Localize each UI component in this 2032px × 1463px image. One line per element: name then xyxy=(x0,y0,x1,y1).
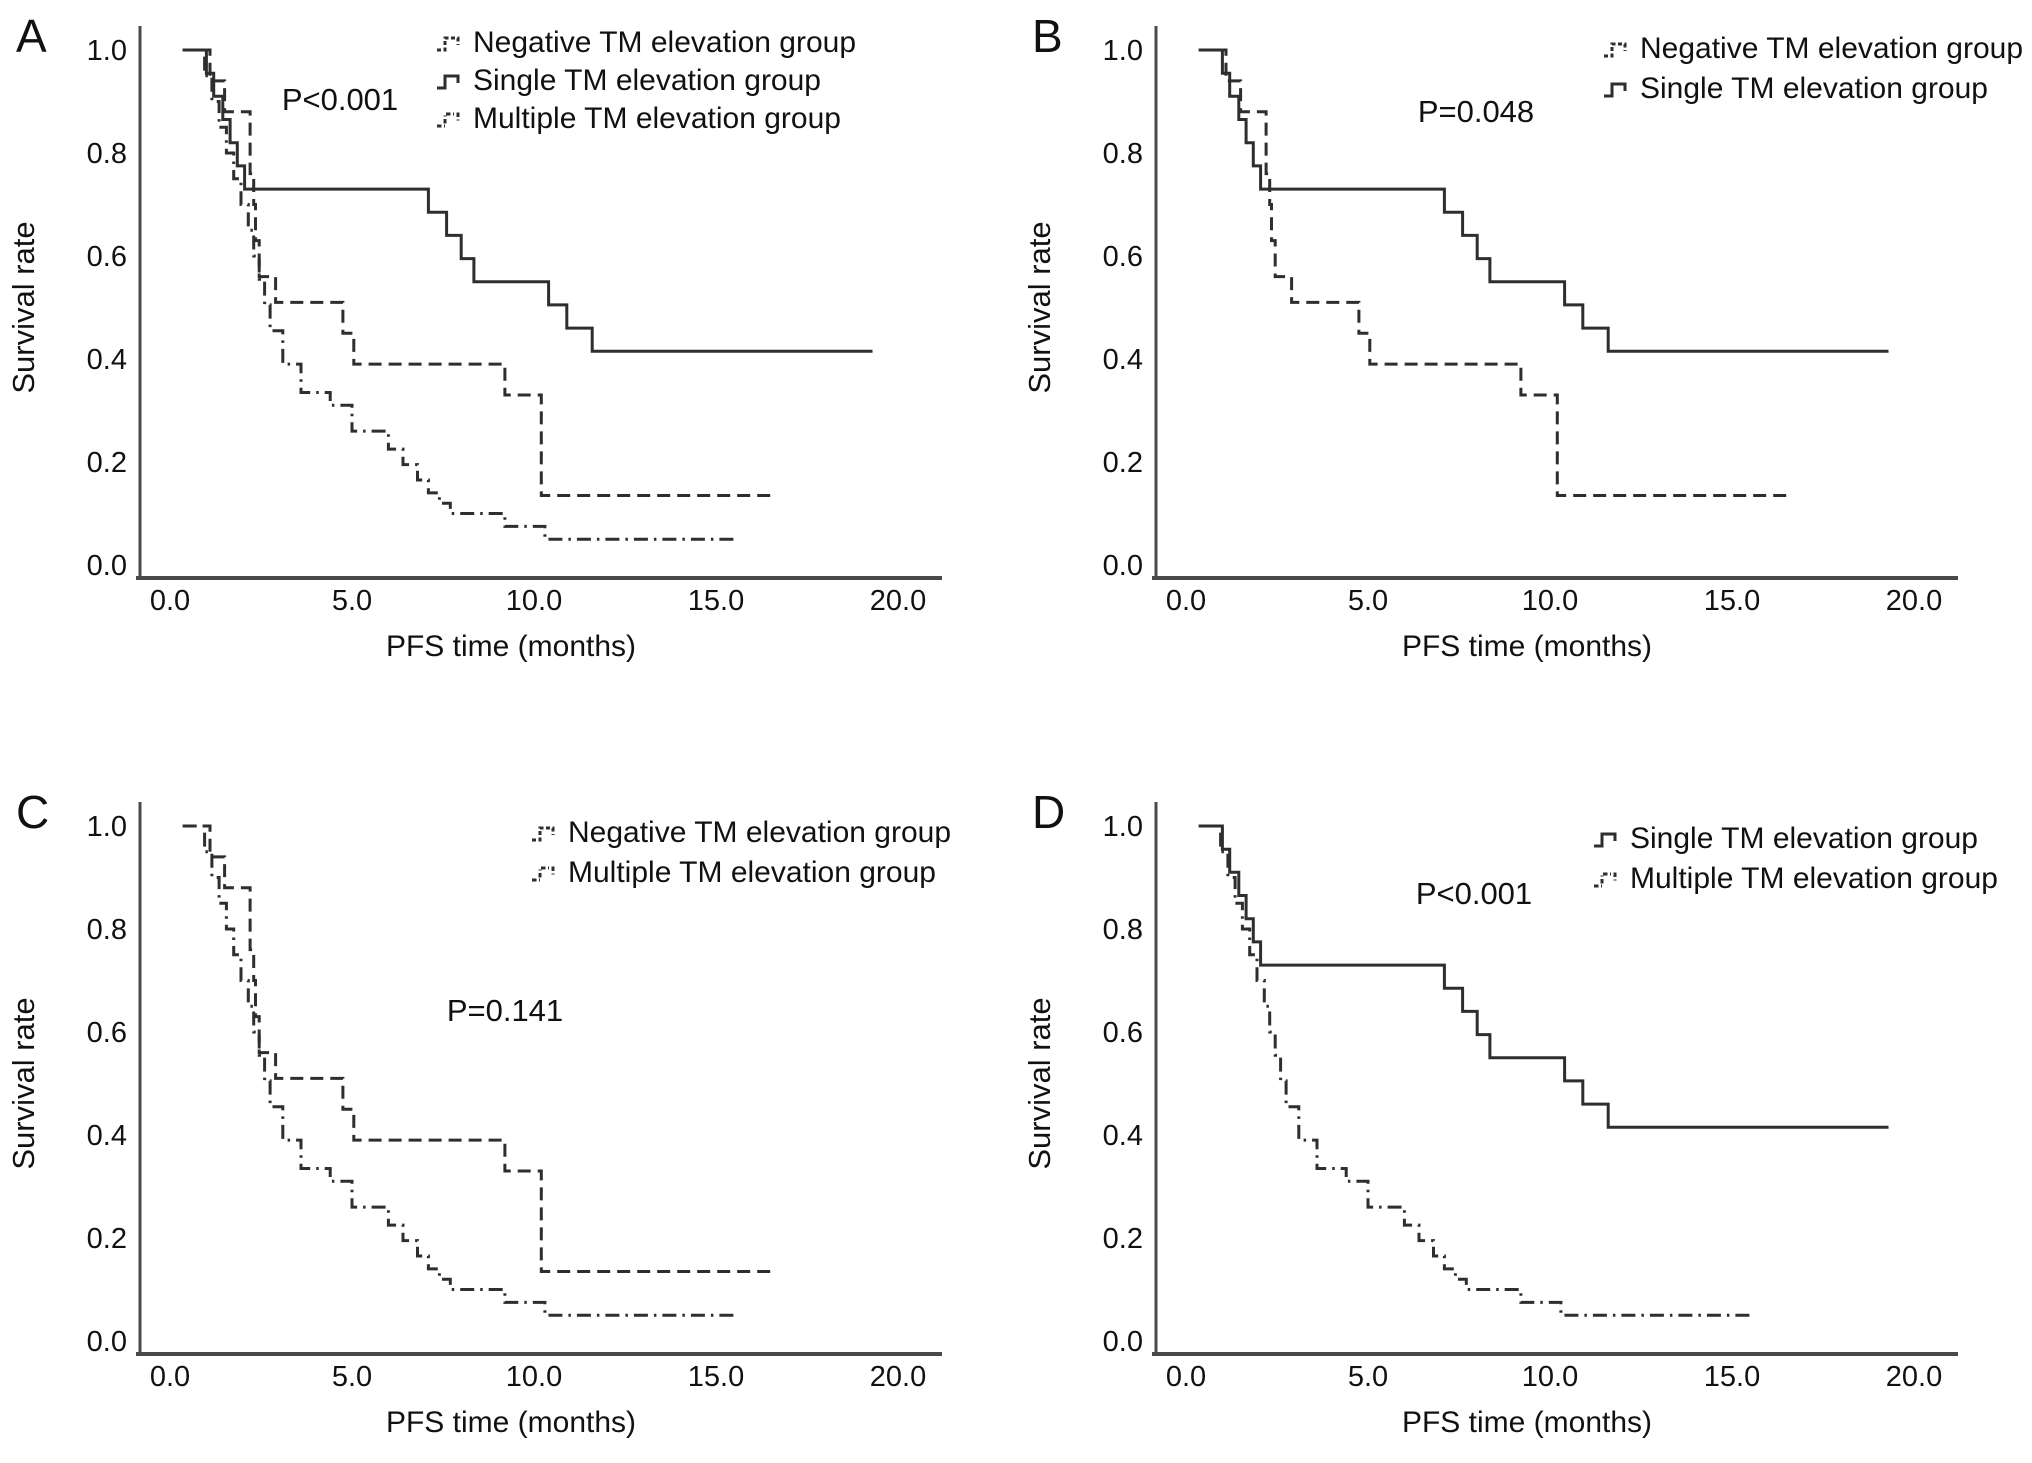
y-tick-label: 1.0 xyxy=(87,35,127,67)
km-curve-negative xyxy=(1198,48,1787,497)
y-tick-label: 0.2 xyxy=(1103,447,1143,479)
y-tick-label: 0.6 xyxy=(87,241,127,273)
x-tick-label: 10.0 xyxy=(506,1361,562,1393)
legend-label-negative: Negative TM elevation group xyxy=(568,816,951,849)
x-tick-label: 20.0 xyxy=(1886,585,1942,617)
panel-a-chart: A Survival rate 1.0 0.8 0.6 0.4 0.2 0.0 0.0 5.0 10… xyxy=(6,10,942,663)
km-curve-multiple xyxy=(182,824,735,1317)
x-tick-label: 15.0 xyxy=(1704,1361,1760,1393)
x-tick-label: 15.0 xyxy=(1704,585,1760,617)
y-tick-label: 0.2 xyxy=(1103,1223,1143,1255)
x-tick-label: 20.0 xyxy=(870,1361,926,1393)
legend-symbol-negative xyxy=(1604,42,1627,58)
y-axis-label: Survival rate xyxy=(6,997,41,1169)
panel-letter: C xyxy=(16,786,49,838)
x-axis-label: PFS time (months) xyxy=(1402,630,1652,663)
legend-label-multiple: Multiple TM elevation group xyxy=(568,856,936,889)
legend-label-single: Single TM elevation group xyxy=(473,64,821,97)
legend-symbol-single xyxy=(1604,82,1627,98)
km-curve-single xyxy=(1198,824,1889,1129)
legend-symbol-negative xyxy=(437,36,460,52)
p-value-label: P=0.048 xyxy=(1418,94,1534,129)
panel-d-chart: D Survival rate 1.0 0.8 0.6 0.4 0.2 0.0 0.0 5.0 10… xyxy=(1022,786,1998,1439)
x-tick-label: 0.0 xyxy=(1166,585,1206,617)
y-tick-label: 0.4 xyxy=(1103,344,1143,376)
y-tick-label: 0.0 xyxy=(1103,550,1143,582)
x-tick-label: 15.0 xyxy=(688,1361,744,1393)
y-tick-label: 0.2 xyxy=(87,447,127,479)
x-tick-label: 5.0 xyxy=(332,1361,372,1393)
y-tick-label: 1.0 xyxy=(87,811,127,843)
y-tick-label: 0.8 xyxy=(1103,914,1143,946)
y-tick-label: 0.0 xyxy=(1103,1326,1143,1358)
x-tick-label: 5.0 xyxy=(332,585,372,617)
x-axis-label: PFS time (months) xyxy=(1402,1406,1652,1439)
panel-letter: A xyxy=(16,10,47,62)
x-tick-label: 0.0 xyxy=(150,1361,190,1393)
km-curve-single xyxy=(182,48,873,353)
y-tick-label: 0.0 xyxy=(87,550,127,582)
legend-label-single: Single TM elevation group xyxy=(1640,72,1988,105)
legend-label-single: Single TM elevation group xyxy=(1630,822,1978,855)
y-tick-label: 0.6 xyxy=(1103,241,1143,273)
y-axis-label: Survival rate xyxy=(1022,221,1057,393)
p-value-label: P<0.001 xyxy=(1416,876,1532,911)
km-curve-negative xyxy=(182,824,771,1273)
y-tick-label: 0.8 xyxy=(87,914,127,946)
legend-label-negative: Negative TM elevation group xyxy=(1640,32,2023,65)
legend-symbol-single xyxy=(437,74,460,90)
legend-label-negative: Negative TM elevation group xyxy=(473,26,856,59)
km-curve-single xyxy=(1198,48,1889,353)
x-tick-label: 10.0 xyxy=(506,585,562,617)
y-tick-label: 0.0 xyxy=(87,1326,127,1358)
y-tick-label: 0.4 xyxy=(87,1120,127,1152)
x-tick-label: 15.0 xyxy=(688,585,744,617)
x-tick-label: 10.0 xyxy=(1522,585,1578,617)
legend-symbol-negative xyxy=(532,826,555,842)
legend-symbol-multiple xyxy=(532,866,555,882)
p-value-label: P=0.141 xyxy=(447,993,563,1028)
panel-letter: D xyxy=(1032,786,1065,838)
legend-symbol-multiple xyxy=(437,112,460,128)
y-tick-label: 0.6 xyxy=(87,1017,127,1049)
y-tick-label: 0.6 xyxy=(1103,1017,1143,1049)
x-tick-label: 0.0 xyxy=(150,585,190,617)
y-tick-label: 0.4 xyxy=(87,344,127,376)
x-tick-label: 20.0 xyxy=(1886,1361,1942,1393)
y-tick-label: 1.0 xyxy=(1103,811,1143,843)
x-tick-label: 0.0 xyxy=(1166,1361,1206,1393)
p-value-label: P<0.001 xyxy=(282,82,398,117)
x-axis-label: PFS time (months) xyxy=(386,630,636,663)
y-tick-label: 0.4 xyxy=(1103,1120,1143,1152)
x-tick-label: 5.0 xyxy=(1348,1361,1388,1393)
x-tick-label: 20.0 xyxy=(870,585,926,617)
legend-label-multiple: Multiple TM elevation group xyxy=(473,102,841,135)
legend-label-multiple: Multiple TM elevation group xyxy=(1630,862,1998,895)
x-tick-label: 10.0 xyxy=(1522,1361,1578,1393)
y-tick-label: 0.8 xyxy=(1103,138,1143,170)
legend-symbol-single xyxy=(1594,832,1617,848)
x-axis-label: PFS time (months) xyxy=(386,1406,636,1439)
y-axis-label: Survival rate xyxy=(6,221,41,393)
x-tick-label: 5.0 xyxy=(1348,585,1388,617)
panel-b-chart: B Survival rate 1.0 0.8 0.6 0.4 0.2 0.0 0.0 5.0 10… xyxy=(1022,10,2023,663)
y-tick-label: 0.8 xyxy=(87,138,127,170)
y-tick-label: 0.2 xyxy=(87,1223,127,1255)
y-axis-label: Survival rate xyxy=(1022,997,1057,1169)
legend-symbol-multiple xyxy=(1594,872,1617,888)
panel-letter: B xyxy=(1032,10,1063,62)
panel-c-chart: C Survival rate 1.0 0.8 0.6 0.4 0.2 0.0 0.0 5.0 10… xyxy=(6,786,951,1439)
y-tick-label: 1.0 xyxy=(1103,35,1143,67)
